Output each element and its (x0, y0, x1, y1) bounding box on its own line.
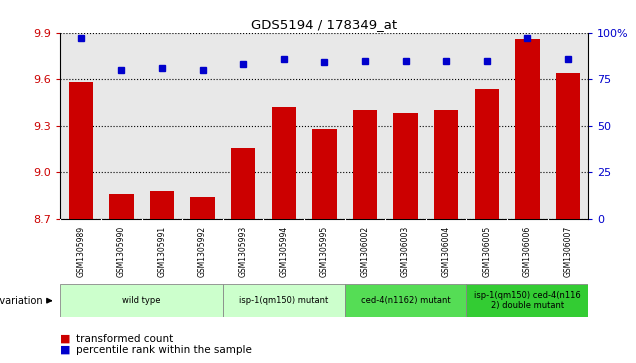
Text: wild type: wild type (122, 296, 161, 305)
Bar (434, 110, 459, 219)
Bar (272, 107, 296, 219)
Bar (312, 129, 336, 219)
Bar (69, 82, 93, 219)
Text: GSM1305989: GSM1305989 (76, 226, 85, 277)
Bar (394, 113, 418, 219)
Text: GSM1305992: GSM1305992 (198, 226, 207, 277)
Bar (515, 39, 539, 219)
Text: GSM1306004: GSM1306004 (441, 226, 451, 277)
Text: GSM1305993: GSM1305993 (238, 226, 247, 277)
Text: GSM1305991: GSM1305991 (158, 226, 167, 277)
Bar (466, 284, 588, 317)
Text: GSM1306005: GSM1306005 (482, 226, 491, 277)
Bar (223, 284, 345, 317)
Text: GSM1305995: GSM1305995 (320, 226, 329, 277)
Text: genotype/variation: genotype/variation (0, 296, 43, 306)
Bar (556, 73, 580, 219)
Text: GSM1305994: GSM1305994 (279, 226, 288, 277)
Bar (149, 191, 174, 219)
Bar (353, 110, 377, 219)
Text: GSM1306007: GSM1306007 (563, 226, 572, 277)
Bar (231, 148, 255, 219)
Text: ced-4(n1162) mutant: ced-4(n1162) mutant (361, 296, 450, 305)
Text: isp-1(qm150) ced-4(n116
2) double mutant: isp-1(qm150) ced-4(n116 2) double mutant (474, 291, 581, 310)
Text: ■: ■ (60, 334, 74, 344)
Bar (109, 194, 134, 219)
Text: transformed count: transformed count (76, 334, 174, 344)
Text: GSM1306003: GSM1306003 (401, 226, 410, 277)
Title: GDS5194 / 178349_at: GDS5194 / 178349_at (251, 19, 398, 32)
Text: GSM1306002: GSM1306002 (361, 226, 370, 277)
Text: GSM1306006: GSM1306006 (523, 226, 532, 277)
Bar (474, 89, 499, 219)
Text: ■: ■ (60, 345, 74, 355)
Text: isp-1(qm150) mutant: isp-1(qm150) mutant (239, 296, 328, 305)
Bar (190, 197, 215, 219)
Text: percentile rank within the sample: percentile rank within the sample (76, 345, 252, 355)
Bar (345, 284, 466, 317)
Bar (60, 284, 223, 317)
Text: GSM1305990: GSM1305990 (117, 226, 126, 277)
